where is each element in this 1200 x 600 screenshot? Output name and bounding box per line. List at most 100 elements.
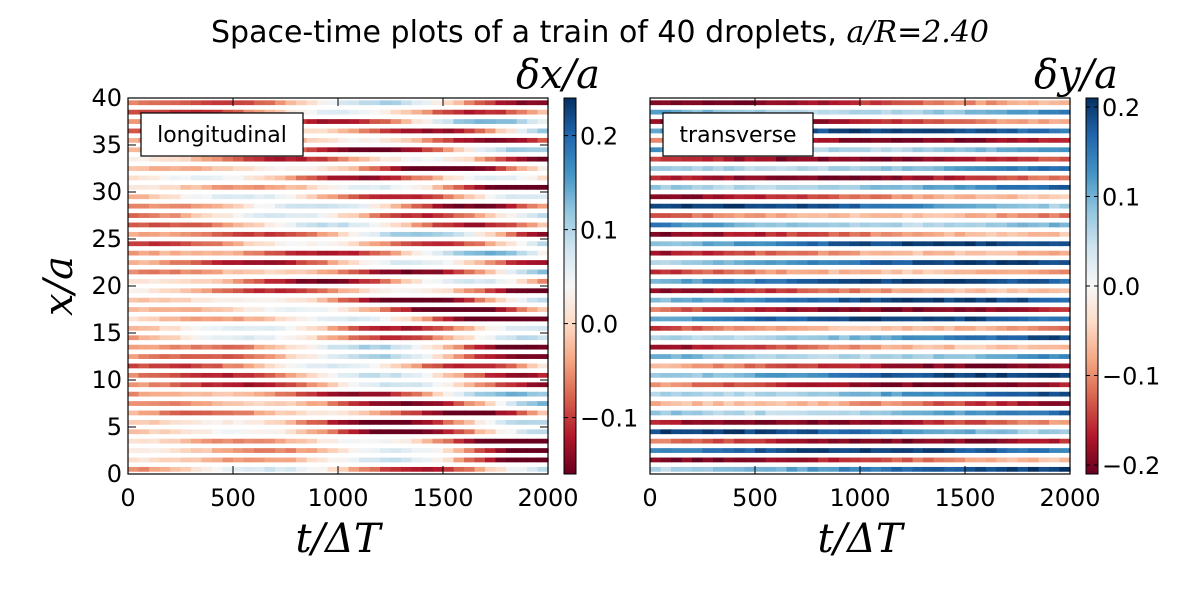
heatmap-cell xyxy=(692,448,704,453)
heatmap-cell xyxy=(390,466,402,472)
heatmap-cell xyxy=(660,372,672,378)
heatmap-cell xyxy=(527,203,539,209)
heatmap-cell xyxy=(264,307,276,312)
heatmap-cell xyxy=(986,166,998,171)
heatmap-cell xyxy=(264,325,276,331)
heatmap-cell xyxy=(306,166,318,171)
heatmap-cell xyxy=(411,269,423,275)
heatmap-cell xyxy=(401,222,413,228)
heatmap-cell xyxy=(723,269,735,275)
heatmap-cell xyxy=(338,241,350,247)
heatmap-cell xyxy=(506,344,518,350)
heatmap-cell xyxy=(965,448,977,453)
heatmap-cell xyxy=(128,184,140,190)
heatmap-cell xyxy=(1038,391,1050,397)
heatmap-cell xyxy=(681,307,693,312)
heatmap-cell xyxy=(923,250,935,256)
heatmap-cell xyxy=(776,466,788,472)
heatmap-cell xyxy=(443,231,455,237)
heatmap-cell xyxy=(474,457,486,463)
heatmap-cell xyxy=(807,203,819,209)
heatmap-cell xyxy=(527,175,539,181)
heatmap-cell xyxy=(369,438,381,444)
heatmap-cell xyxy=(201,166,213,171)
heatmap-cell xyxy=(212,344,224,350)
heatmap-cell xyxy=(180,429,192,435)
heatmap-cell xyxy=(786,213,798,218)
heatmap-cell xyxy=(1049,391,1061,397)
heatmap-cell xyxy=(411,457,423,463)
heatmap-cell xyxy=(944,194,956,200)
heatmap-cell xyxy=(348,213,360,218)
heatmap-cell xyxy=(222,372,234,378)
heatmap-cell xyxy=(212,241,224,247)
heatmap-cell xyxy=(327,222,339,228)
heatmap-cell xyxy=(713,438,725,444)
heatmap-cell xyxy=(702,316,714,322)
heatmap-cell xyxy=(681,438,693,444)
heatmap-cell xyxy=(1007,372,1019,378)
heatmap-cell xyxy=(317,382,329,388)
heatmap-cell xyxy=(1017,100,1029,106)
heatmap-cell xyxy=(944,241,956,247)
heatmap-cell xyxy=(170,316,182,322)
heatmap-cell xyxy=(807,401,819,406)
heatmap-cell xyxy=(317,419,329,425)
heatmap-cell xyxy=(474,466,486,472)
heatmap-cell xyxy=(1038,119,1050,124)
heatmap-cell xyxy=(776,354,788,359)
heatmap-cell xyxy=(755,269,767,275)
heatmap-cell xyxy=(464,241,476,247)
heatmap-cell xyxy=(233,231,245,237)
heatmap-cell xyxy=(443,250,455,256)
heatmap-cell xyxy=(527,278,539,284)
heatmap-cell xyxy=(975,354,987,359)
heatmap-cell xyxy=(159,316,171,322)
heatmap-cell xyxy=(369,175,381,181)
heatmap-cell xyxy=(128,109,140,115)
heatmap-cell xyxy=(411,109,423,115)
heatmap-cell xyxy=(327,184,339,190)
heatmap-cell xyxy=(881,203,893,209)
heatmap-cell xyxy=(527,128,539,134)
heatmap-cell xyxy=(776,382,788,388)
heatmap-cell xyxy=(485,203,497,209)
heatmap-cell xyxy=(159,241,171,247)
heatmap-cell xyxy=(944,100,956,106)
panel-label-transverse: transverse xyxy=(679,123,796,148)
heatmap-cell xyxy=(912,288,924,294)
heatmap-cell xyxy=(390,203,402,209)
heatmap-cell xyxy=(138,438,150,444)
heatmap-cell xyxy=(765,363,777,369)
heatmap-cell xyxy=(338,297,350,303)
heatmap-cell xyxy=(453,109,465,115)
heatmap-cell xyxy=(1007,100,1019,106)
heatmap-cell xyxy=(870,278,882,284)
heatmap-cell xyxy=(818,109,830,115)
heatmap-cell xyxy=(975,419,987,425)
heatmap-cell xyxy=(660,241,672,247)
heatmap-cell xyxy=(881,194,893,200)
heatmap-cell xyxy=(285,203,297,209)
heatmap-cell xyxy=(401,297,413,303)
heatmap-cell xyxy=(1038,278,1050,284)
heatmap-cell xyxy=(975,382,987,388)
heatmap-cell xyxy=(944,128,956,134)
heatmap-cell xyxy=(660,288,672,294)
heatmap-cell xyxy=(495,260,507,265)
heatmap-cell xyxy=(933,419,945,425)
heatmap-cell xyxy=(380,137,392,143)
heatmap-cell xyxy=(201,184,213,190)
heatmap-cell xyxy=(713,354,725,359)
heatmap-cell xyxy=(1049,448,1061,453)
heatmap-cell xyxy=(380,429,392,435)
heatmap-cell xyxy=(348,344,360,350)
heatmap-cell xyxy=(296,166,308,171)
heatmap-cell xyxy=(390,119,402,124)
heatmap-cell xyxy=(474,307,486,312)
heatmap-cell xyxy=(327,278,339,284)
heatmap-cell xyxy=(128,297,140,303)
heatmap-cell xyxy=(159,419,171,425)
heatmap-cell xyxy=(828,278,840,284)
heatmap-cell xyxy=(348,175,360,181)
